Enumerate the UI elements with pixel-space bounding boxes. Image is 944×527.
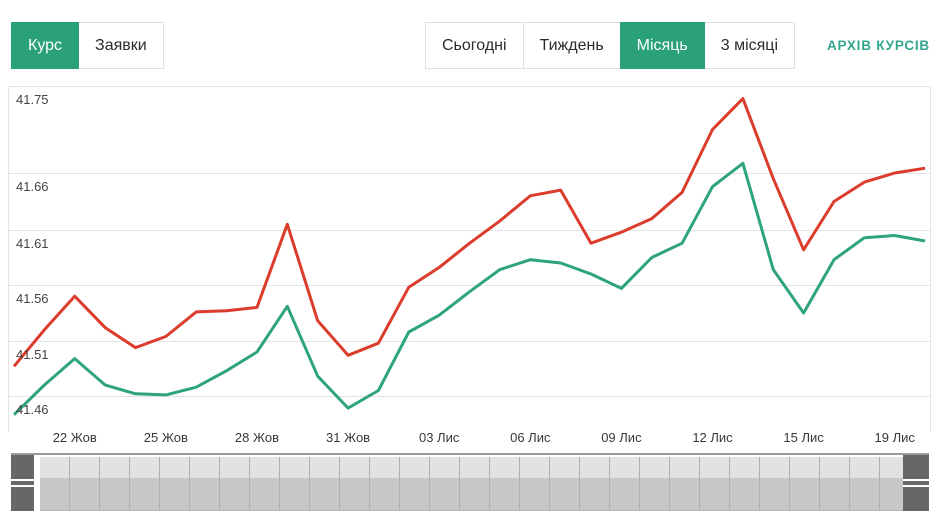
- chart-plot-area[interactable]: [0, 80, 944, 448]
- tab-today[interactable]: Сьогодні: [425, 22, 524, 69]
- series-line-green[interactable]: [12, 161, 926, 416]
- range-track[interactable]: [40, 457, 903, 511]
- tab-3months[interactable]: 3 місяці: [703, 22, 795, 69]
- series-line-red[interactable]: [12, 97, 926, 368]
- archive-rates-link[interactable]: АРХІВ КУРСІВ: [827, 38, 930, 53]
- view-toggle-group: Курс Заявки: [11, 22, 164, 69]
- tab-zayavky[interactable]: Заявки: [78, 22, 164, 69]
- toolbar: Курс Заявки Сьогодні Тиждень Місяць 3 мі…: [0, 0, 944, 69]
- range-handle-right[interactable]: [903, 455, 929, 511]
- period-toggle-group: Сьогодні Тиждень Місяць 3 місяці: [425, 22, 795, 69]
- range-handle-left[interactable]: [11, 455, 34, 511]
- toolbar-right: Сьогодні Тиждень Місяць 3 місяці АРХІВ К…: [425, 22, 932, 69]
- tab-month[interactable]: Місяць: [619, 22, 705, 69]
- grip-icon: [903, 479, 929, 487]
- tab-kurs[interactable]: Курс: [11, 22, 80, 69]
- grip-icon: [11, 479, 34, 487]
- rate-chart[interactable]: 41.46 41.51 41.56 41.61 41.66 41.75 22 Жов 25 …: [0, 80, 944, 448]
- range-filter: [0, 453, 944, 513]
- tab-week[interactable]: Тиждень: [522, 22, 621, 69]
- range-filter-frame: [11, 453, 929, 511]
